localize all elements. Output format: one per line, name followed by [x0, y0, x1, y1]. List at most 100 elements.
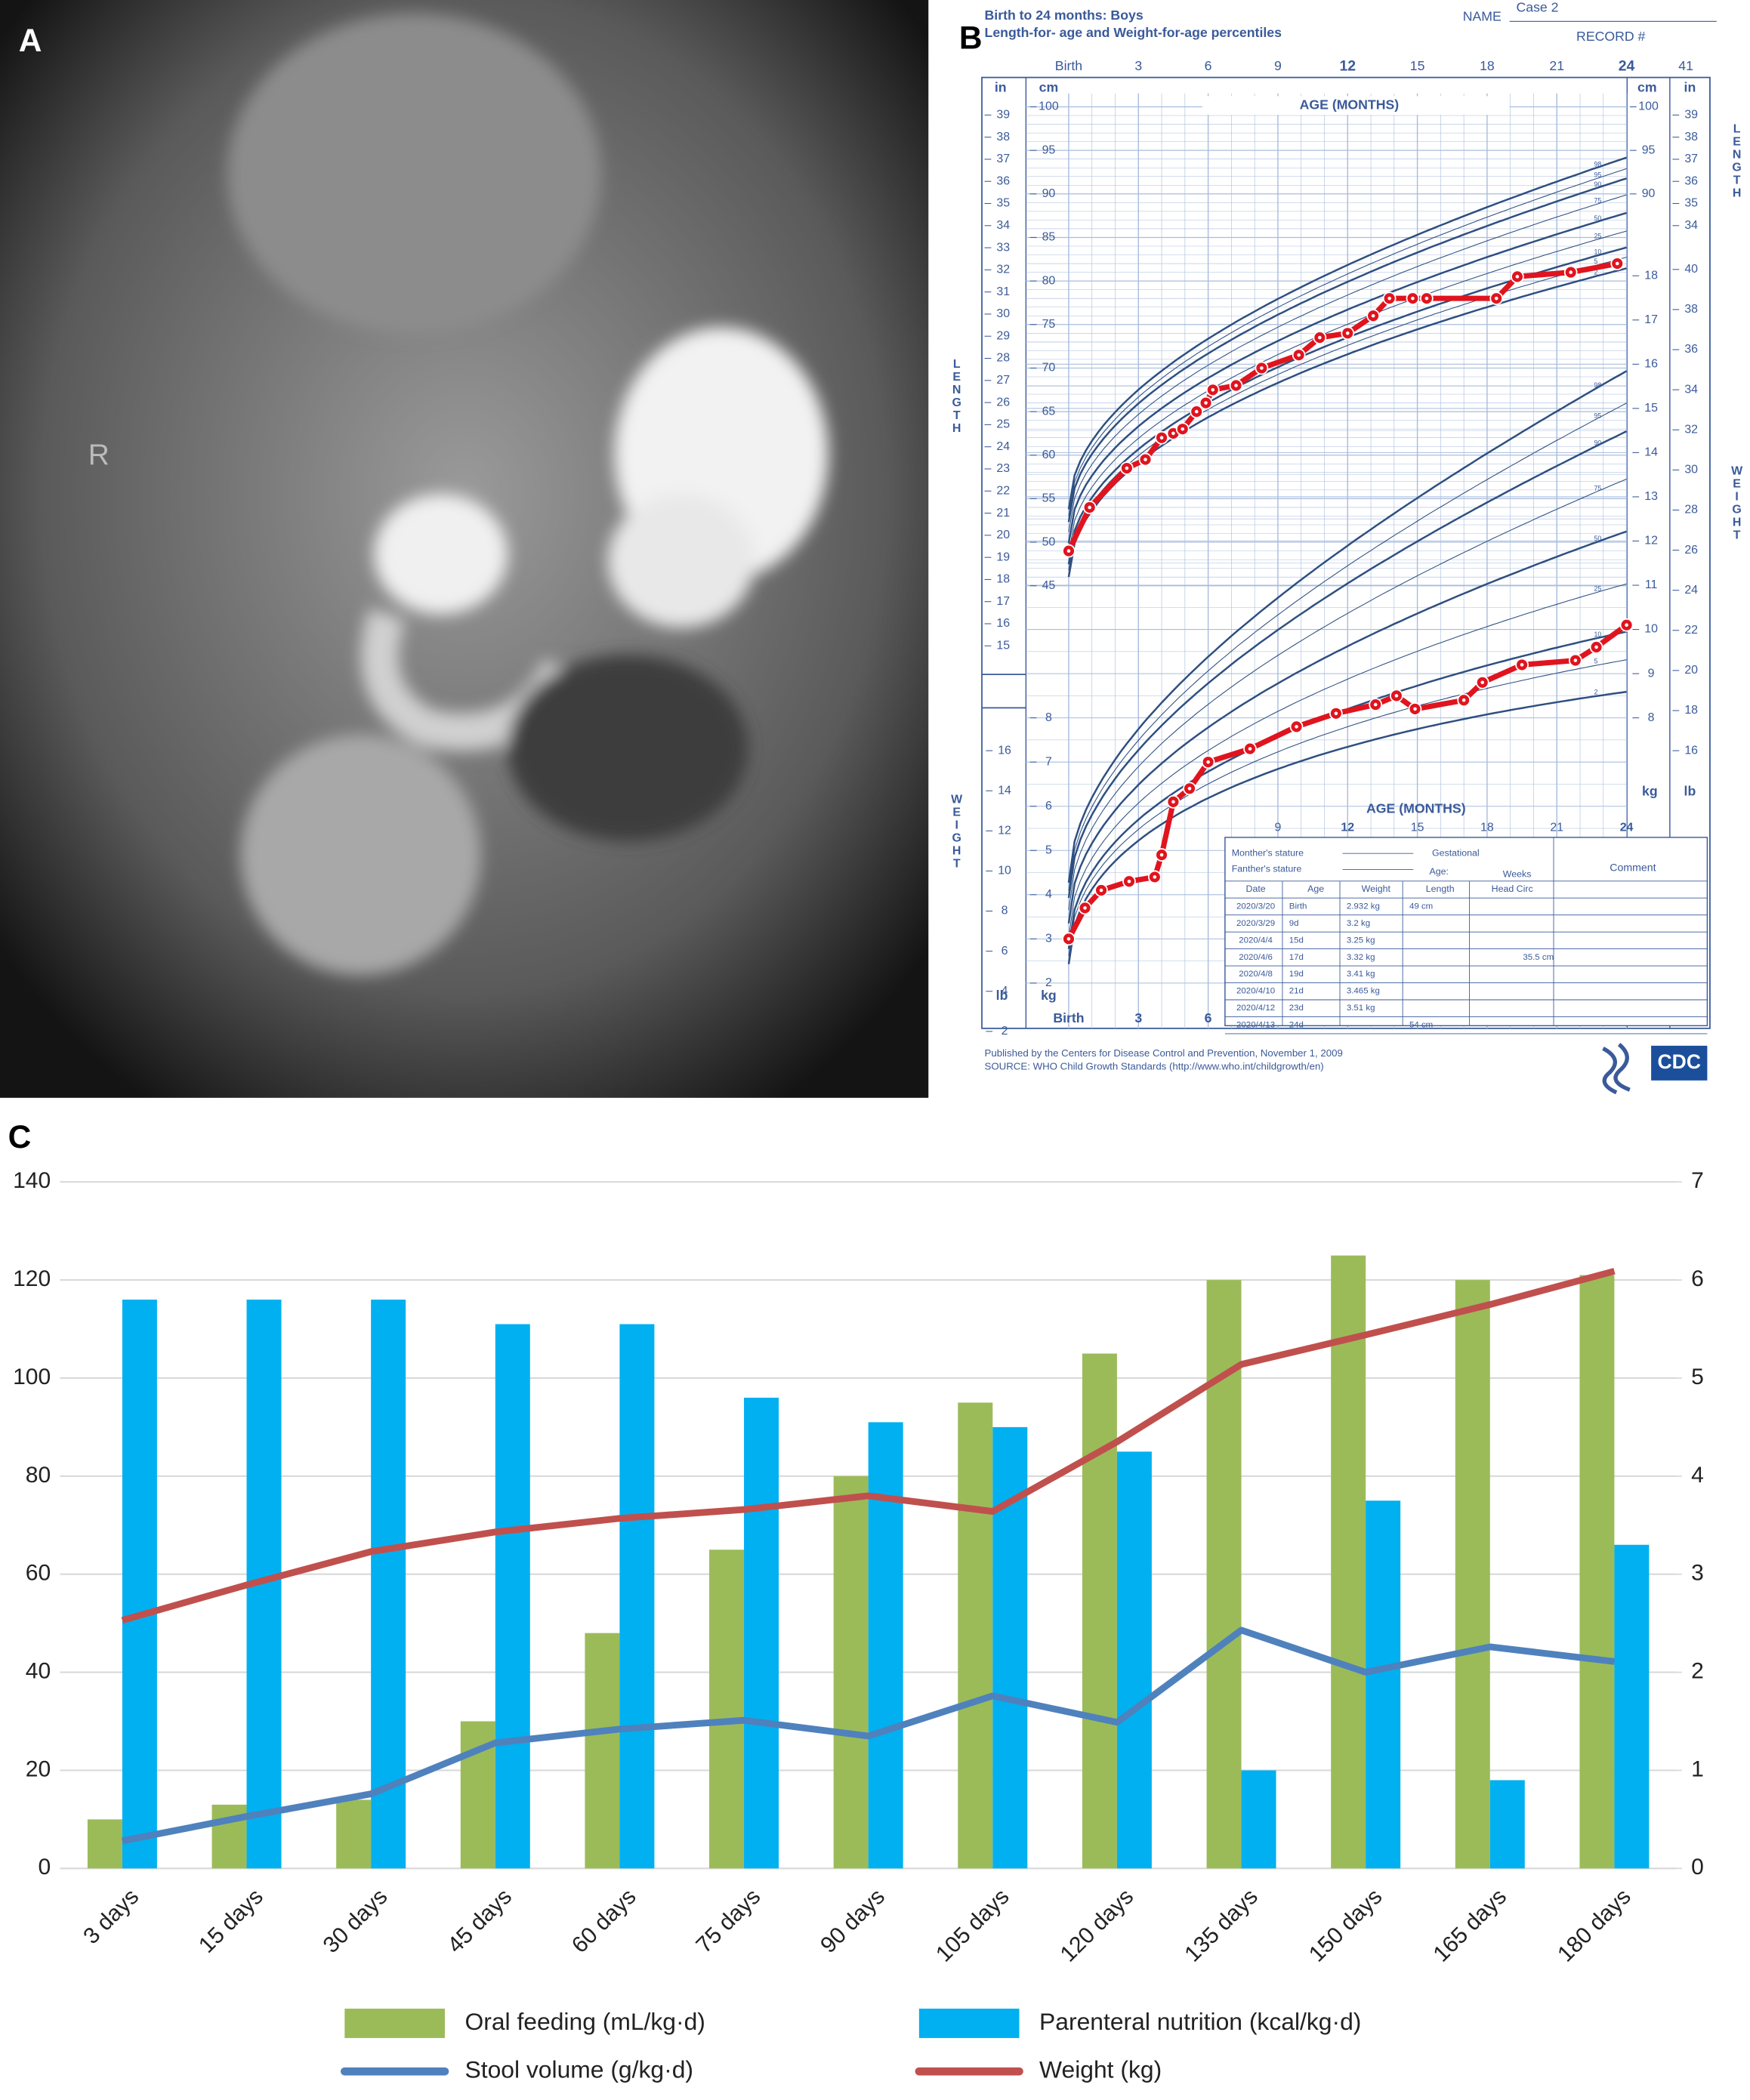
- cm-label: 50: [1042, 535, 1056, 548]
- vertical-word: LENGTH: [1730, 123, 1743, 200]
- weight-point-center: [1373, 702, 1378, 707]
- top-month-label: 24: [1619, 58, 1635, 75]
- right-lb-label: 32: [1684, 423, 1698, 436]
- y2-tick-label: 5: [1691, 1365, 1704, 1389]
- top-month-label: 15: [1410, 58, 1425, 73]
- cm-label: 70: [1042, 362, 1056, 375]
- length-percentile-curve: [1067, 156, 1627, 510]
- in-label: 20: [996, 529, 1010, 541]
- kg-label: 8: [1045, 711, 1052, 724]
- legend-swatch: [918, 2009, 1020, 2038]
- unit-label: lb: [1684, 783, 1696, 798]
- length-point-center: [1345, 331, 1350, 335]
- length-point-center: [1159, 436, 1164, 439]
- y2-tick-label: 3: [1691, 1561, 1704, 1586]
- length-point-center: [1234, 384, 1238, 387]
- xray-marker: R: [88, 439, 110, 471]
- length-point-center: [1411, 296, 1415, 301]
- table-cell: 2020/4/12: [1236, 1004, 1275, 1013]
- in-label: 21: [996, 507, 1010, 520]
- table-text: Age:: [1430, 866, 1449, 877]
- lb-label: 14: [998, 784, 1011, 797]
- right-kg-label: 9: [1648, 667, 1655, 680]
- length-point-center: [1088, 505, 1091, 510]
- in-label: 34: [996, 219, 1010, 232]
- table-cell: 3.25 kg: [1347, 936, 1375, 945]
- length-point-center: [1371, 313, 1375, 318]
- hhs-logo: [1602, 1043, 1631, 1095]
- right-in-label: 37: [1684, 153, 1698, 165]
- top-month-label: 21: [1549, 58, 1564, 73]
- right-kg-label: 18: [1644, 269, 1658, 282]
- y2-tick-label: 2: [1691, 1659, 1704, 1684]
- x-tick-label: 60 days: [567, 1884, 641, 1958]
- in-label: 15: [996, 639, 1010, 652]
- table-cell: 2020/4/13: [1236, 1021, 1275, 1030]
- top-month-label: 12: [1339, 58, 1356, 75]
- in-label: 22: [996, 484, 1010, 497]
- name-value: Case 2: [1516, 0, 1558, 14]
- x-tick-label: 150 days: [1304, 1884, 1387, 1967]
- in-label: 24: [996, 440, 1010, 453]
- unit-label: kg: [1041, 988, 1057, 1003]
- top-month-label: Birth: [1055, 58, 1082, 73]
- kg-label: 5: [1045, 843, 1052, 856]
- right-lb-label: 16: [1684, 744, 1698, 757]
- weight-point-center: [1187, 787, 1192, 791]
- kg-label: 3: [1045, 933, 1052, 945]
- weight-percentile-label: 5: [1594, 658, 1597, 665]
- right-lb-label: 20: [1684, 664, 1698, 677]
- right-cm-label: 90: [1642, 187, 1656, 200]
- cm-label: 55: [1042, 492, 1056, 505]
- y2-tick-label: 0: [1691, 1855, 1704, 1880]
- right-cm-label: 95: [1642, 143, 1656, 156]
- table-cell: 3.32 kg: [1347, 953, 1375, 962]
- x-tick-label: 30 days: [319, 1884, 393, 1958]
- weight-point-center: [1625, 623, 1628, 628]
- unit-label: cm: [1039, 79, 1059, 94]
- x-tick-label: 120 days: [1056, 1884, 1139, 1967]
- weight-point-center: [1083, 906, 1087, 910]
- y-tick-label: 100: [13, 1365, 51, 1389]
- table-cell: 21d: [1289, 987, 1304, 996]
- table-cell: 54 cm: [1409, 1021, 1433, 1030]
- legend-label: Weight (kg): [1039, 2056, 1162, 2083]
- in-label: 36: [996, 174, 1010, 187]
- table-cell: 2.932 kg: [1347, 902, 1380, 911]
- footer-text: SOURCE: WHO Child Growth Standards (http…: [985, 1061, 1324, 1072]
- in-label: 26: [996, 396, 1010, 409]
- right-lb-label: 22: [1684, 624, 1698, 637]
- lb-label: 10: [998, 865, 1011, 877]
- length-point-center: [1318, 335, 1322, 340]
- top-month-label: 3: [1134, 58, 1142, 73]
- weight-point-center: [1461, 698, 1466, 702]
- record-label: RECORD #: [1576, 29, 1645, 44]
- x-tick-label: 165 days: [1428, 1884, 1511, 1967]
- in-label: 29: [996, 329, 1010, 342]
- weight-percentile-curve: [1067, 690, 1627, 964]
- bar: [833, 1476, 869, 1869]
- footer-text: Published by the Centers for Disease Con…: [985, 1047, 1343, 1059]
- length-point-center: [1211, 387, 1215, 392]
- right-lb-label: 38: [1684, 303, 1698, 316]
- table-cell: 35.5 cm: [1523, 953, 1554, 962]
- right-kg-label: 11: [1645, 578, 1658, 591]
- right-kg-label: 17: [1644, 313, 1658, 326]
- vertical-word: WEIGHT: [950, 794, 963, 871]
- weight-percentile-label: 2: [1594, 688, 1597, 695]
- weight-point-center: [1099, 888, 1103, 893]
- right-lb-label: 28: [1684, 504, 1698, 517]
- weight-point-center: [1413, 707, 1417, 711]
- table-cell: 23d: [1289, 1004, 1304, 1013]
- length-point-center: [1204, 401, 1208, 405]
- bar: [336, 1799, 372, 1869]
- table-cell: 49 cm: [1409, 902, 1433, 911]
- x-tick-label: 180 days: [1553, 1884, 1636, 1967]
- y-tick-label: 40: [26, 1659, 51, 1684]
- nutrition-chart: 0 20 40 60 80 100 120 140 0 1 2 3 4 5 6 7 3 days 15 days 3…: [13, 1168, 1704, 2083]
- cm-label: 80: [1042, 274, 1056, 287]
- weight-point-center: [1334, 711, 1338, 716]
- weight-percentile-label: 90: [1594, 439, 1601, 446]
